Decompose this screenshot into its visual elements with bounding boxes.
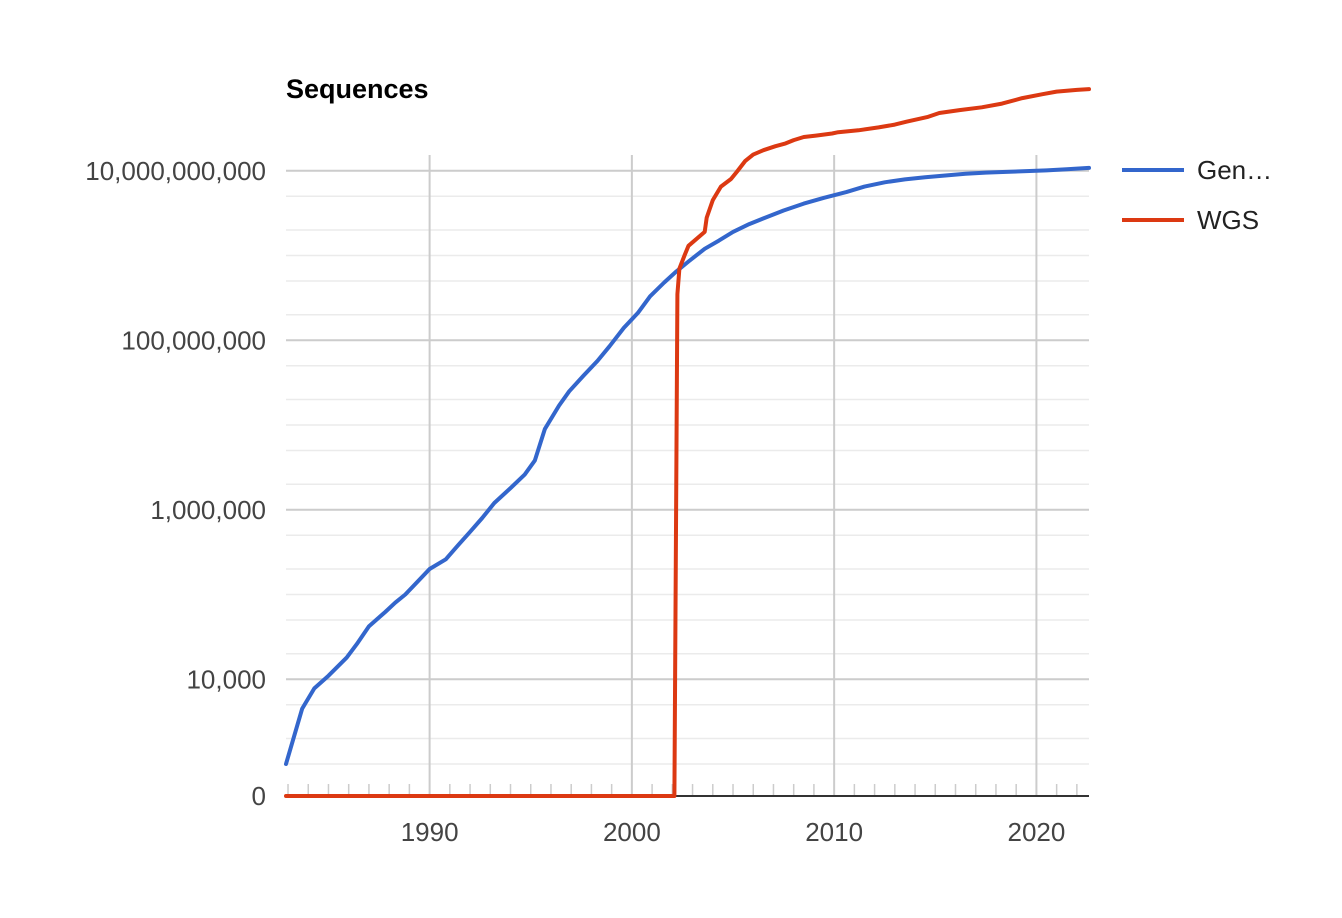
series-line-2 <box>284 87 1091 798</box>
x-tick-label: 2000 <box>603 817 661 847</box>
y-tick-label: 0 <box>252 781 266 811</box>
x-tick-label: 2010 <box>805 817 863 847</box>
x-axis-tick-labels: 1990 2000 2010 2020 <box>401 817 1066 847</box>
series-lines <box>284 87 1091 798</box>
x-tick-label: 2020 <box>1007 817 1065 847</box>
chart-title: Sequences <box>286 74 429 104</box>
y-tick-label: 10,000,000,000 <box>85 156 266 186</box>
series-line-1 <box>284 165 1091 766</box>
y-tick-label: 1,000,000 <box>150 495 266 525</box>
legend-label: WGS <box>1197 205 1259 235</box>
x-tick-label: 1990 <box>401 817 459 847</box>
y-tick-label: 100,000,000 <box>121 325 266 355</box>
legend: Gen… WGS <box>1122 155 1272 235</box>
legend-label: Gen… <box>1197 155 1272 185</box>
y-axis-tick-labels: 0 10,000 1,000,000 100,000,000 10,000,000,00… <box>85 156 266 811</box>
y-tick-label: 10,000 <box>186 664 266 694</box>
gridlines <box>286 155 1089 796</box>
